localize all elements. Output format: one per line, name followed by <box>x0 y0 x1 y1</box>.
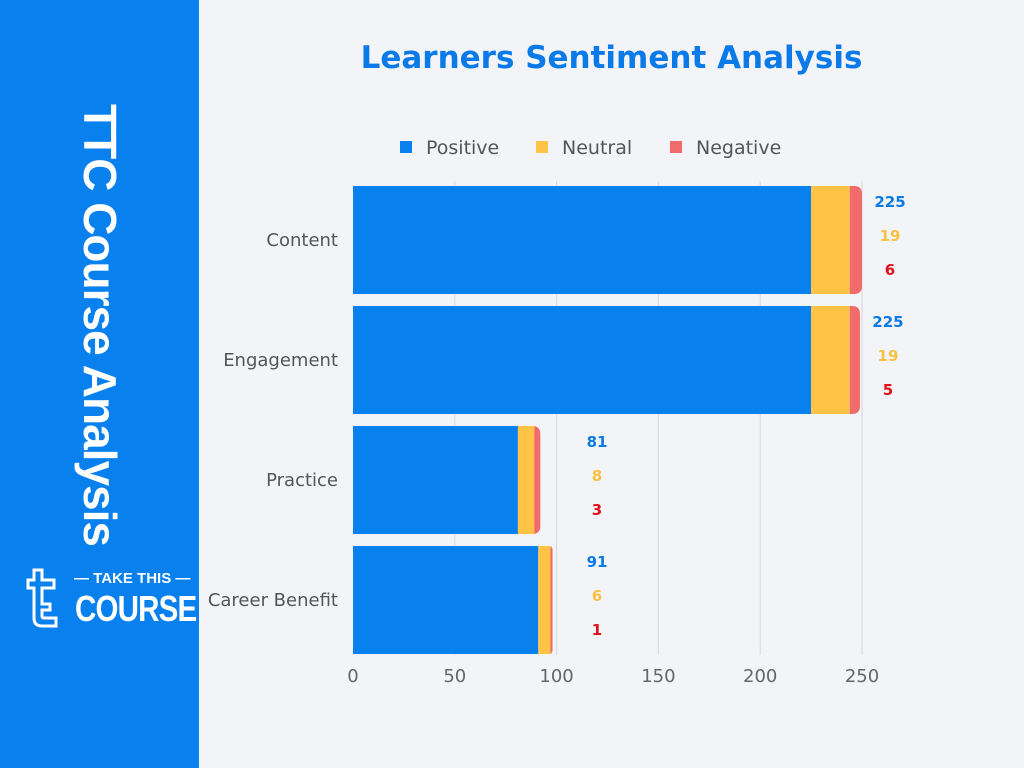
bar-neutral <box>811 306 850 414</box>
bar-positive <box>353 306 812 414</box>
x-tick-label: 150 <box>641 666 675 687</box>
data-label-negative: 5 <box>883 381 893 399</box>
category-label: Content <box>266 230 338 251</box>
legend-label-positive: Positive <box>426 137 499 159</box>
legend-swatch-neutral <box>536 141 548 153</box>
take-this-course-logo: — TAKE THIS — COURSE <box>24 566 197 632</box>
bar-positive <box>353 186 812 294</box>
data-label-neutral: 19 <box>880 227 901 245</box>
bar-positive <box>353 426 518 534</box>
category-label: Engagement <box>223 350 338 371</box>
data-label-neutral: 8 <box>592 467 602 485</box>
bar-negative <box>849 306 860 414</box>
legend-swatch-negative <box>670 141 682 153</box>
logo-take-this: — TAKE THIS — <box>74 570 191 587</box>
bar-positive <box>353 546 539 654</box>
x-tick-label: 250 <box>845 666 879 687</box>
bar-neutral <box>811 186 850 294</box>
legend-label-negative: Negative <box>696 137 781 159</box>
bar-neutral <box>538 546 551 654</box>
data-label-positive: 81 <box>587 433 608 451</box>
bar-negative <box>532 426 541 534</box>
bar-neutral <box>517 426 535 534</box>
category-label: Practice <box>266 470 338 491</box>
chart-title: Learners Sentiment Analysis <box>360 40 863 76</box>
data-label-negative: 6 <box>885 261 895 279</box>
x-tick-label: 200 <box>743 666 777 687</box>
data-label-positive: 225 <box>874 193 905 211</box>
bar-negative <box>849 186 862 294</box>
sidebar: TTC Course Analysis — TAKE THIS — COURSE <box>0 0 199 768</box>
data-label-positive: 91 <box>587 553 608 571</box>
legend-label-neutral: Neutral <box>562 137 632 159</box>
data-label-neutral: 6 <box>592 587 602 605</box>
data-label-negative: 1 <box>592 621 602 639</box>
bar-negative <box>548 546 553 654</box>
x-tick-label: 50 <box>443 666 466 687</box>
legend-swatch-positive <box>400 141 412 153</box>
x-tick-label: 0 <box>347 666 358 687</box>
logo-t-icon <box>26 568 58 628</box>
logo-course: COURSE <box>75 588 197 629</box>
data-label-positive: 225 <box>872 313 903 331</box>
x-tick-label: 100 <box>539 666 573 687</box>
data-label-neutral: 19 <box>878 347 899 365</box>
category-label: Career Benefit <box>208 590 338 611</box>
data-label-negative: 3 <box>592 501 602 519</box>
